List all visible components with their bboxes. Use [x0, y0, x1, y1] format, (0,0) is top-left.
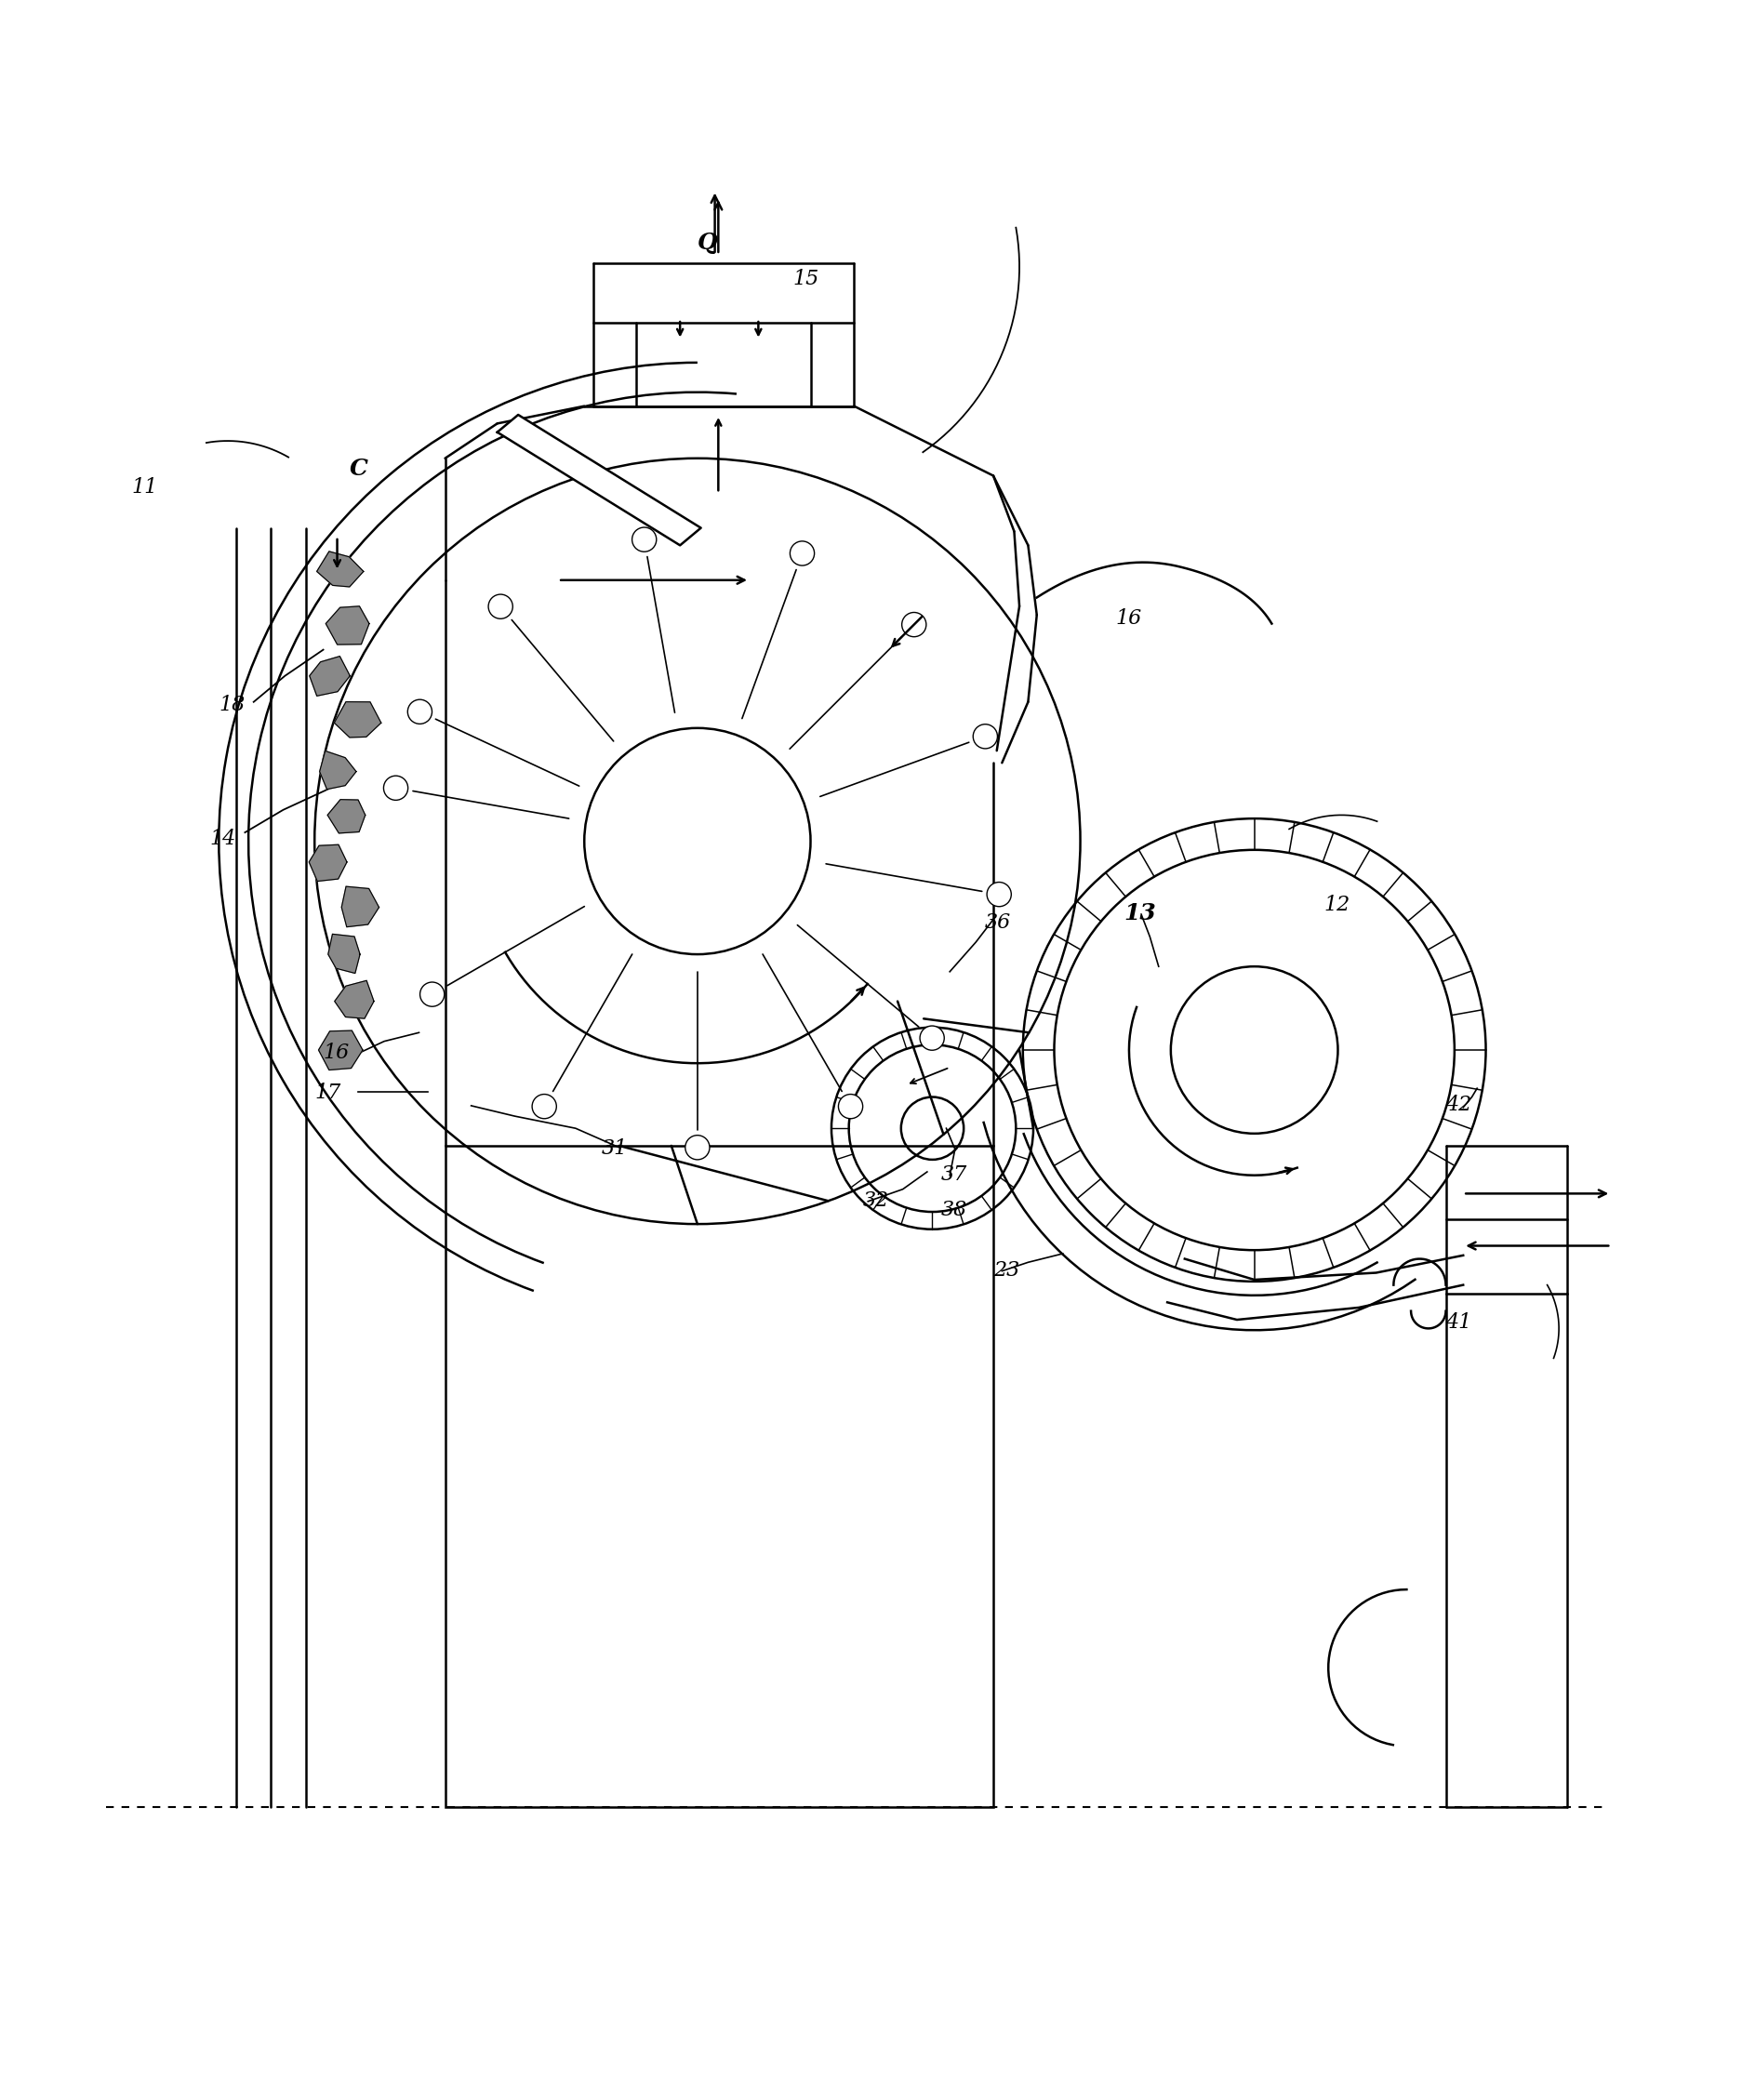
Circle shape — [531, 1094, 556, 1119]
Polygon shape — [310, 655, 350, 695]
Text: 17: 17 — [314, 1084, 341, 1102]
Circle shape — [789, 542, 814, 565]
Text: 31: 31 — [601, 1138, 627, 1159]
Polygon shape — [317, 552, 364, 586]
Text: C: C — [348, 458, 368, 481]
Circle shape — [420, 983, 444, 1006]
Circle shape — [488, 594, 512, 619]
Text: 42: 42 — [1446, 1094, 1472, 1115]
Text: 12: 12 — [1324, 895, 1350, 916]
Text: 32: 32 — [862, 1191, 888, 1212]
Text: 15: 15 — [793, 269, 819, 290]
Circle shape — [986, 882, 1010, 907]
Polygon shape — [334, 981, 375, 1019]
Text: 16: 16 — [1115, 607, 1141, 628]
Polygon shape — [334, 701, 381, 737]
Text: 36: 36 — [984, 911, 1010, 932]
Text: 41: 41 — [1446, 1312, 1472, 1334]
Polygon shape — [319, 1031, 362, 1071]
Text: 23: 23 — [993, 1260, 1019, 1281]
Circle shape — [972, 724, 996, 748]
Circle shape — [383, 775, 408, 800]
Circle shape — [632, 527, 657, 552]
Circle shape — [838, 1094, 862, 1119]
Polygon shape — [327, 800, 366, 834]
Polygon shape — [319, 752, 355, 790]
Text: 14: 14 — [211, 830, 237, 848]
Circle shape — [920, 1027, 944, 1050]
Polygon shape — [326, 607, 369, 645]
Circle shape — [408, 699, 432, 724]
Text: 38: 38 — [941, 1199, 967, 1220]
Text: 37: 37 — [941, 1166, 967, 1184]
Polygon shape — [496, 416, 700, 546]
Bar — [444, 1147, 993, 1806]
Circle shape — [685, 1136, 709, 1159]
Polygon shape — [341, 886, 378, 926]
Text: Q: Q — [697, 231, 718, 254]
Text: 18: 18 — [219, 695, 246, 716]
Text: 16: 16 — [322, 1044, 350, 1063]
Text: 11: 11 — [132, 477, 159, 498]
Polygon shape — [327, 935, 361, 972]
Polygon shape — [308, 844, 347, 882]
Circle shape — [901, 613, 925, 636]
Text: 13: 13 — [1124, 901, 1155, 924]
